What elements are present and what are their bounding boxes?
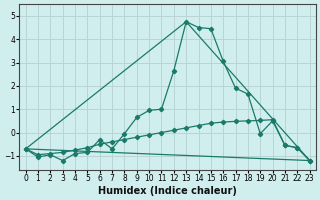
X-axis label: Humidex (Indice chaleur): Humidex (Indice chaleur) (98, 186, 237, 196)
